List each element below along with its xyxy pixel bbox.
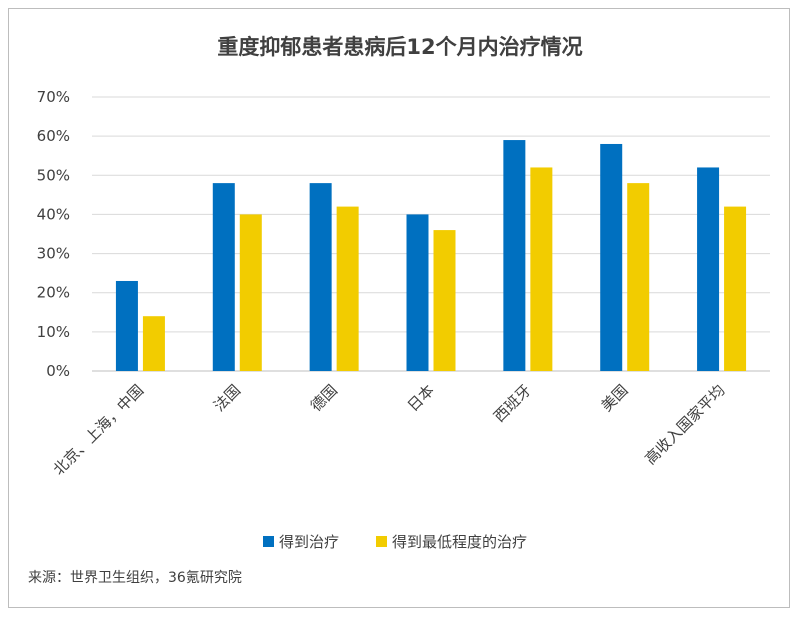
x-category-label: 高收入国家平均	[641, 381, 728, 468]
bar-minimally-treated	[530, 167, 553, 371]
x-category-label: 法国	[210, 381, 244, 415]
bar-minimally-treated	[724, 206, 747, 371]
chart-frame	[8, 8, 790, 608]
y-axis-ticks: 0% 10% 20% 30% 40% 50% 60% 70%	[37, 88, 70, 380]
bar-treated	[212, 183, 235, 371]
bar-minimally-treated	[627, 183, 650, 371]
bar-treated	[697, 167, 720, 371]
legend: 得到治疗 得到最低程度的治疗	[263, 533, 527, 551]
y-tick-label: 50%	[37, 166, 70, 184]
y-tick-label: 0%	[46, 362, 70, 380]
bars	[115, 140, 747, 371]
source-note: 来源：世界卫生组织，36氪研究院	[28, 570, 242, 586]
bar-minimally-treated	[336, 206, 359, 371]
x-category-label: 德国	[307, 381, 341, 415]
x-category-label: 美国	[598, 381, 632, 415]
y-tick-label: 30%	[37, 245, 70, 263]
legend-label: 得到最低程度的治疗	[392, 533, 527, 551]
x-category-label: 北京、上海，中国	[50, 381, 148, 479]
y-tick-label: 60%	[37, 127, 70, 145]
bar-treated	[309, 183, 332, 371]
legend-swatch	[376, 536, 387, 547]
bar-minimally-treated	[433, 230, 456, 371]
y-tick-label: 20%	[37, 284, 70, 302]
legend-swatch	[263, 536, 274, 547]
bar-treated	[503, 140, 526, 371]
bar-treated	[115, 280, 138, 371]
y-tick-label: 10%	[37, 323, 70, 341]
legend-label: 得到治疗	[279, 533, 339, 551]
x-category-label: 日本	[404, 381, 438, 415]
chart-title: 重度抑郁患者患病后12个月内治疗情况	[217, 35, 582, 59]
x-axis-categories: 北京、上海，中国 法国 德国 日本 西班牙 美国 高收入国家平均	[50, 381, 729, 479]
bar-treated	[406, 214, 429, 371]
bar-minimally-treated	[142, 316, 165, 371]
y-tick-label: 70%	[37, 88, 70, 106]
y-tick-label: 40%	[37, 205, 70, 223]
bar-minimally-treated	[239, 214, 262, 371]
x-category-label: 西班牙	[490, 381, 535, 426]
grid-lines	[92, 96, 770, 372]
bar-treated	[600, 143, 623, 371]
